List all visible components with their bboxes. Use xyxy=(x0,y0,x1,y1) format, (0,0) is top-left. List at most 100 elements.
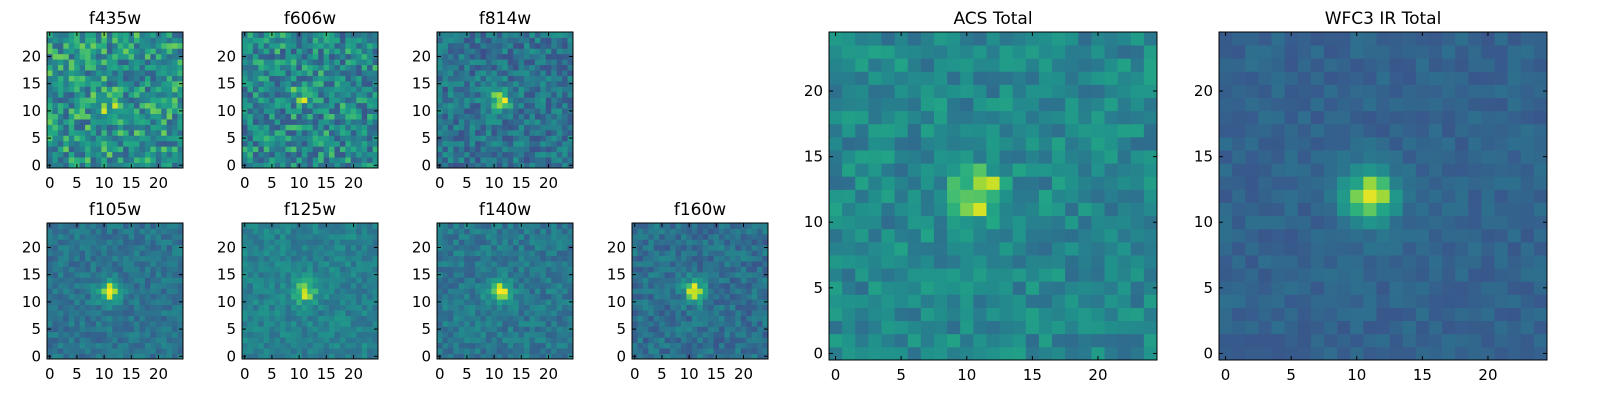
heatmap-cell xyxy=(106,239,113,246)
heatmap-cell xyxy=(361,228,368,235)
heatmap-cell xyxy=(1052,307,1066,322)
heatmap-cell xyxy=(545,86,552,93)
heatmap-cell xyxy=(529,91,536,98)
heatmap-cell xyxy=(57,135,64,142)
heatmap-cell xyxy=(1065,189,1079,203)
heatmap-cell xyxy=(350,80,357,87)
heatmap-cell xyxy=(491,266,498,273)
heatmap-cell xyxy=(312,97,319,104)
heatmap-cell xyxy=(653,288,660,295)
heatmap-cell xyxy=(247,80,254,87)
heatmap-cell xyxy=(312,277,319,284)
heatmap-cell xyxy=(90,80,97,87)
heatmap-cell xyxy=(442,97,449,104)
heatmap-cell xyxy=(356,157,363,163)
heatmap-cell xyxy=(491,48,498,55)
heatmap-cell xyxy=(524,250,530,257)
heatmap-cell xyxy=(112,129,119,136)
heatmap-cell xyxy=(567,239,574,246)
heatmap-cell xyxy=(524,228,530,235)
heatmap-cell xyxy=(551,250,558,257)
heatmap-cell xyxy=(63,342,70,349)
heatmap-cell xyxy=(128,151,135,158)
heatmap-cell xyxy=(85,157,91,163)
heatmap-cell xyxy=(95,124,102,131)
heatmap-cell xyxy=(361,342,368,349)
heatmap-cell xyxy=(258,271,265,278)
heatmap-cell xyxy=(290,337,297,344)
heatmap-cell xyxy=(729,228,736,235)
heatmap-cell xyxy=(480,91,487,98)
heatmap-cell xyxy=(258,277,265,284)
heatmap-cell xyxy=(112,135,119,142)
heatmap-cell xyxy=(285,124,292,131)
heatmap-cell xyxy=(1091,346,1105,361)
heatmap-cell xyxy=(507,70,514,76)
heatmap-cell xyxy=(172,157,178,163)
heatmap-cell xyxy=(252,146,259,153)
heatmap-cell xyxy=(361,129,368,136)
heatmap-cell xyxy=(301,304,308,311)
heatmap-cell xyxy=(280,299,286,305)
heatmap-cell xyxy=(247,293,254,300)
heatmap-cell xyxy=(301,64,308,71)
heatmap-cell xyxy=(361,223,368,229)
heatmap-cell xyxy=(540,228,547,235)
heatmap-cell xyxy=(485,331,492,338)
heatmap-cell xyxy=(172,337,178,344)
heatmap-cell xyxy=(101,342,108,349)
heatmap-cell xyxy=(458,261,465,267)
heatmap-cell xyxy=(47,140,53,147)
heatmap-cell xyxy=(134,151,140,158)
heatmap-cell xyxy=(1038,294,1053,308)
heatmap-cell xyxy=(502,53,509,60)
heatmap-cell xyxy=(447,86,454,93)
heatmap-cell xyxy=(177,310,184,316)
heatmap-cell xyxy=(670,299,676,305)
heatmap-cell xyxy=(496,228,503,235)
heatmap-cell xyxy=(161,91,168,98)
heatmap-cell xyxy=(496,233,503,240)
heatmap-cell xyxy=(252,59,259,66)
heatmap-cell xyxy=(708,304,714,311)
heatmap-cell xyxy=(960,228,974,243)
heatmap-cell xyxy=(1038,346,1053,361)
heatmap-cell xyxy=(475,288,481,295)
heatmap-cell xyxy=(513,75,519,82)
heatmap-cell xyxy=(252,102,259,109)
heatmap-cell xyxy=(247,75,254,82)
heatmap-cell xyxy=(513,271,519,278)
heatmap-cell xyxy=(57,271,64,278)
heatmap-cell xyxy=(724,255,731,262)
panel-title: f435w xyxy=(89,9,141,29)
heatmap-cell xyxy=(829,150,843,164)
heatmap-cell xyxy=(740,271,747,278)
heatmap-cell xyxy=(172,37,178,44)
heatmap-cell xyxy=(567,310,574,316)
heatmap-cell xyxy=(485,348,492,354)
heatmap-cell xyxy=(323,348,330,354)
heatmap-cell xyxy=(150,282,157,289)
heatmap-cell xyxy=(323,108,330,114)
heatmap-cell xyxy=(166,261,173,267)
heatmap-cell xyxy=(551,151,558,158)
heatmap-cell xyxy=(155,86,162,93)
heatmap-cell xyxy=(691,304,698,311)
heatmap-cell xyxy=(258,86,265,93)
heatmap-cell xyxy=(1143,163,1158,177)
heatmap-cell xyxy=(139,326,146,333)
heatmap-cell xyxy=(285,282,292,289)
heatmap-cell xyxy=(713,293,720,300)
heatmap-cell xyxy=(507,310,514,316)
heatmap-cell xyxy=(334,140,341,147)
heatmap-cell xyxy=(881,281,895,295)
heatmap-cell xyxy=(1117,307,1132,322)
heatmap-cell xyxy=(285,162,292,169)
heatmap-cell xyxy=(123,326,129,333)
heatmap-cell xyxy=(134,342,140,349)
heatmap-cell xyxy=(719,337,725,344)
heatmap-cell xyxy=(274,124,281,131)
heatmap-cell xyxy=(144,53,151,60)
heatmap-cell xyxy=(101,42,108,49)
heatmap-cell xyxy=(356,233,363,240)
